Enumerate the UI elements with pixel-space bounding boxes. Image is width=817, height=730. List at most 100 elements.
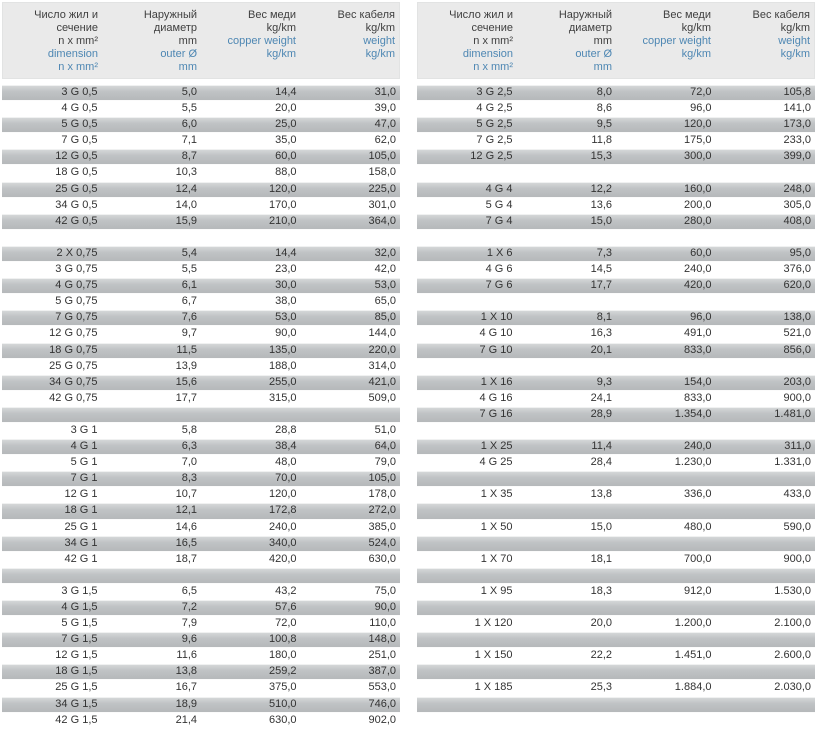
- table-row: 4 G 0,75 6,1 30,0 53,0: [2, 278, 400, 295]
- cable-weight-cell: 65,0: [374, 295, 396, 308]
- table-row: 4 G 10 16,3 491,0 521,0: [417, 326, 815, 343]
- copper-weight-cell: 72,0: [690, 86, 712, 98]
- copper-weight-cell: 154,0: [683, 375, 712, 388]
- cable-weight-cell: 509,0: [368, 391, 396, 404]
- cable-weight-cell: 220,0: [368, 343, 396, 356]
- copper-weight-cell: 57,6: [275, 601, 297, 613]
- diameter-cell: 15,9: [175, 214, 197, 227]
- copper-weight-cell: 510,0: [268, 697, 297, 710]
- dimension-cell: 5 G 0,75: [55, 295, 98, 308]
- dimension-cell: 1 X 120: [474, 617, 513, 630]
- diameter-cell: 18,1: [590, 552, 612, 565]
- diameter-cell: 5,8: [181, 423, 197, 436]
- diameter-cell: 18,9: [175, 697, 197, 710]
- table-row: 3 G 0,5 5,0 14,4 31,0: [2, 85, 400, 102]
- header-line-translated: kg/km: [780, 48, 810, 60]
- separator-row: [417, 358, 815, 375]
- table-row: 7 G 1 8,3 70,0 105,0: [2, 471, 400, 488]
- cable-weight-cell: 314,0: [368, 359, 396, 372]
- header-line-translated: kg/km: [266, 48, 296, 60]
- diameter-cell: 9,7: [181, 327, 197, 340]
- header-line-translated: n x mm²: [473, 61, 513, 73]
- cable-weight-cell: 2.100,0: [774, 617, 811, 630]
- table-row: 1 X 150 22,2 1.451,0 2.600,0: [417, 648, 815, 665]
- diameter-cell: 5,0: [181, 86, 197, 98]
- header-line: Вес меди: [247, 9, 296, 21]
- dimension-cell: 5 G 1,5: [61, 617, 98, 630]
- header-line: n x mm²: [58, 35, 98, 47]
- cable-weight-cell: 173,0: [783, 118, 811, 131]
- copper-weight-cell: 100,8: [268, 633, 297, 646]
- diameter-cell: 11,5: [176, 343, 197, 356]
- table-row: 25 G 0,75 13,9 188,0 314,0: [2, 358, 400, 375]
- diameter-cell: 15,0: [590, 214, 612, 227]
- dimension-cell: 7 G 1: [70, 472, 98, 485]
- diameter-cell: 7,2: [181, 601, 197, 613]
- separator-row: [417, 535, 815, 552]
- table-row: 2 X 0,75 5,4 14,4 32,0: [2, 245, 400, 263]
- dimension-cell: 4 G 16: [479, 391, 513, 404]
- copper-weight-cell: 88,0: [275, 166, 297, 179]
- cable-weight-cell: 105,0: [368, 150, 396, 163]
- copper-weight-cell: 180,0: [268, 649, 297, 662]
- header-col-cable-weight: Вес кабеля kg/km weight kg/km: [715, 9, 814, 78]
- header-line-translated: kg/km: [365, 48, 395, 60]
- cable-weight-cell: 630,0: [368, 552, 396, 565]
- header-line-translated: outer Ø: [575, 48, 612, 60]
- diameter-cell: 10,7: [175, 488, 197, 501]
- copper-weight-cell: 30,0: [275, 279, 297, 292]
- diameter-cell: 13,6: [590, 198, 612, 211]
- table-row: 7 G 6 17,7 420,0 620,0: [417, 278, 815, 295]
- cable-table-left: Число жил и сечение n x mm² dimension n x mm…: [2, 2, 400, 729]
- dimension-cell: 1 X 35: [480, 488, 513, 501]
- dimension-cell: 18 G 0,75: [49, 343, 98, 356]
- copper-weight-cell: 420,0: [268, 552, 297, 565]
- header-line: kg/km: [266, 22, 296, 34]
- diameter-cell: 5,4: [181, 246, 197, 259]
- copper-weight-cell: 480,0: [683, 520, 712, 533]
- table-row: 1 X 25 11,4 240,0 311,0: [417, 439, 815, 456]
- cable-weight-cell: 225,0: [368, 182, 396, 195]
- header-line: mm: [593, 35, 612, 47]
- dimension-cell: 3 G 1,5: [61, 584, 98, 597]
- cable-weight-cell: 95,0: [789, 246, 811, 259]
- dimension-cell: 4 G 0,5: [61, 102, 98, 115]
- separator-row: [417, 294, 815, 311]
- table-row: 42 G 0,75 17,7 315,0 509,0: [2, 390, 400, 407]
- copper-weight-cell: 833,0: [683, 391, 712, 404]
- diameter-cell: 10,3: [175, 166, 197, 179]
- cable-weight-cell: 524,0: [368, 536, 396, 549]
- diameter-cell: 15,3: [590, 150, 612, 163]
- header-line-translated: copper weight: [642, 35, 712, 47]
- copper-weight-cell: 28,8: [275, 423, 297, 436]
- cable-weight-cell: 746,0: [368, 697, 396, 710]
- dimension-cell: 18 G 1: [64, 504, 98, 517]
- dimension-cell: 2 X 0,75: [56, 246, 98, 259]
- table-row: 5 G 2,5 9,5 120,0 173,0: [417, 117, 815, 134]
- cable-weight-cell: 32,0: [374, 246, 396, 259]
- cable-weight-cell: 2.600,0: [774, 649, 811, 662]
- table-row: 18 G 1 12,1 172,8 272,0: [2, 503, 400, 520]
- cable-weight-cell: 39,0: [374, 102, 396, 115]
- cable-weight-cell: 64,0: [374, 440, 396, 453]
- dimension-cell: 34 G 1,5: [55, 697, 98, 710]
- dimension-cell: 34 G 1: [64, 536, 98, 549]
- table-row: 4 G 2,5 8,6 96,0 141,0: [417, 101, 815, 118]
- dimension-cell: 7 G 0,75: [55, 311, 98, 324]
- copper-weight-cell: 1.230,0: [674, 456, 712, 469]
- diameter-cell: 8,1: [596, 311, 612, 324]
- copper-weight-cell: 300,0: [683, 150, 712, 163]
- copper-weight-cell: 175,0: [683, 134, 712, 147]
- header-line: kg/km: [780, 22, 810, 34]
- table-row: 1 X 185 25,3 1.884,0 2.030,0: [417, 680, 815, 697]
- dimension-cell: 5 G 2,5: [476, 118, 513, 131]
- table-body: 3 G 0,5 5,0 14,4 31,0 4 G 0,5 5,5 20,0 39,0 5 G …: [2, 85, 400, 729]
- separator-row: [417, 696, 815, 713]
- diameter-cell: 9,3: [596, 375, 612, 388]
- table-row: 34 G 0,5 14,0 170,0 301,0: [2, 197, 400, 214]
- header-col-copper-weight: Вес меди kg/km copper weight kg/km: [616, 9, 715, 78]
- cable-weight-cell: 105,8: [783, 86, 811, 98]
- cable-weight-cell: 311,0: [784, 440, 811, 453]
- header-line: Вес кабеля: [752, 9, 811, 21]
- dimension-cell: 4 G 1: [70, 440, 98, 453]
